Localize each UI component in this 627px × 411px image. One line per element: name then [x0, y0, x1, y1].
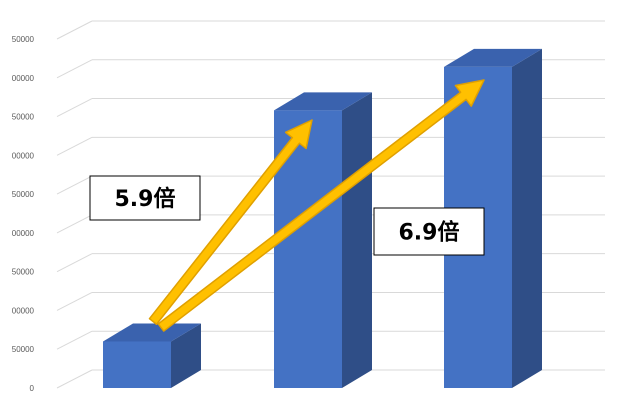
y-tick-label: 50000: [12, 268, 35, 277]
bar-top: [274, 92, 372, 111]
bar-side: [342, 92, 372, 389]
y-tick-label: 00000: [12, 74, 35, 83]
gridline-diag-4: [56, 214, 93, 234]
y-axis-ticks: 0 50000 00000 50000 00000 50000 00000 50000 0000…: [12, 35, 35, 393]
bar-0: [103, 323, 201, 388]
gridline-diag-6: [56, 136, 93, 156]
y-tick-label: 50000: [12, 190, 35, 199]
gridline-diag-5: [56, 175, 93, 195]
bar-side: [171, 323, 201, 388]
gridline-diag-0: [56, 369, 93, 389]
callout-box: [89, 175, 201, 221]
bar-top: [103, 323, 201, 342]
bar-top: [444, 48, 542, 67]
annotation-arrows: [148, 79, 485, 332]
callout-text: 5.9倍: [115, 186, 176, 212]
gridline-diag-1: [56, 330, 93, 350]
y-tick-label: 00000: [12, 306, 35, 315]
callout-1: 6.9倍: [373, 207, 485, 256]
bar-front: [103, 341, 171, 388]
bar-1: [274, 92, 372, 389]
y-tick-label: 50000: [12, 345, 35, 354]
gridline-diag-8: [56, 59, 93, 79]
callout-box: [373, 207, 485, 256]
arrow-6-9x: [157, 79, 485, 332]
arrow-5-9x: [148, 119, 313, 326]
y-tick-label: 0: [30, 384, 35, 393]
callout-0: 5.9倍: [89, 175, 201, 221]
annotation-callouts: 5.9倍 6.9倍: [89, 175, 485, 256]
gridline-diag-7: [56, 98, 93, 118]
y-tick-label: 00000: [12, 151, 35, 160]
gridline-diag-2: [56, 291, 93, 311]
gridline-diag-3: [56, 253, 93, 273]
callout-text: 6.9倍: [399, 220, 460, 246]
y-tick-label: 50000: [12, 35, 35, 44]
y-tick-label: 00000: [12, 229, 35, 238]
bar-side: [512, 48, 542, 389]
gridline-diag-9: [56, 20, 93, 40]
y-tick-label: 50000: [12, 113, 35, 122]
